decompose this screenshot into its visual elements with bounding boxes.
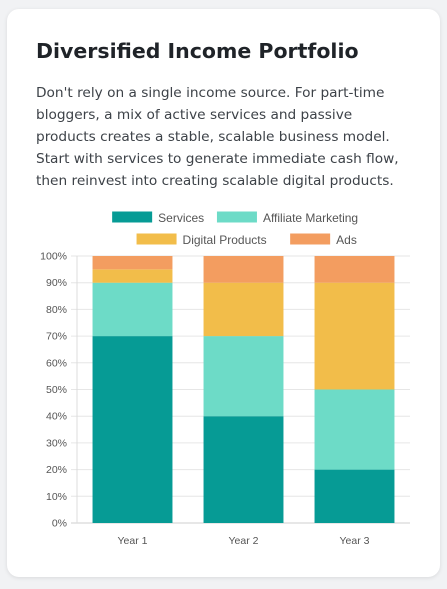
bar-segment-affiliate-marketing[interactable] [314,389,395,470]
legend-label: Ads [336,233,357,247]
y-tick-label: 90% [46,277,67,289]
bar-segment-ads[interactable] [92,256,173,270]
bar-segment-affiliate-marketing[interactable] [92,282,173,337]
bar-segment-affiliate-marketing[interactable] [203,336,284,417]
card-title: Diversified Income Portfolio [36,39,359,63]
chart-legend[interactable]: Services Affiliate Marketing Digital Produ… [112,211,358,247]
card-description: Don't rely on a single income source. Fo… [36,85,399,189]
legend-label: Digital Products [183,233,267,247]
legend-swatch-digital-products [136,233,177,245]
y-tick-label: 30% [46,437,67,449]
y-tick-label: 10% [46,491,67,503]
legend-label: Affiliate Marketing [263,211,358,225]
y-tick-label: 50% [46,384,67,396]
legend-swatch-services [112,211,153,223]
y-tick-label: 40% [46,411,67,423]
x-tick-label: Year 3 [340,535,370,547]
legend-item-affiliate-marketing[interactable]: Affiliate Marketing [216,211,358,225]
bar-segment-digital-products[interactable] [314,282,395,390]
x-tick-label: Year 1 [118,535,148,547]
bar-segment-digital-products[interactable] [203,282,284,337]
y-tick-label: 20% [46,464,67,476]
y-axis-ticks: 0% 10% 20% 30% 40% 50% 60% 70% 80% 90% 100% [40,251,67,530]
y-tick-label: 70% [46,331,67,343]
legend-swatch-ads [290,233,331,245]
bar-segment-ads[interactable] [203,256,284,283]
legend-item-services[interactable]: Services [112,211,204,225]
x-axis-ticks: Year 1 Year 2 Year 3 [118,535,370,547]
legend-label: Services [158,211,204,225]
bar-segment-services[interactable] [203,416,284,523]
legend-item-ads[interactable]: Ads [290,233,357,247]
bar-segment-services[interactable] [92,336,173,523]
legend-item-digital-products[interactable]: Digital Products [136,233,267,247]
y-tick-label: 80% [46,304,67,316]
bar-segment-ads[interactable] [314,256,395,283]
bar-segment-digital-products[interactable] [92,269,173,283]
bar-segment-services[interactable] [314,469,395,523]
chart-bars [92,256,395,523]
y-tick-label: 60% [46,357,67,369]
y-tick-label: 0% [52,518,67,530]
legend-swatch-affiliate-marketing [216,211,257,223]
y-tick-label: 100% [40,251,67,263]
x-tick-label: Year 2 [229,535,259,547]
